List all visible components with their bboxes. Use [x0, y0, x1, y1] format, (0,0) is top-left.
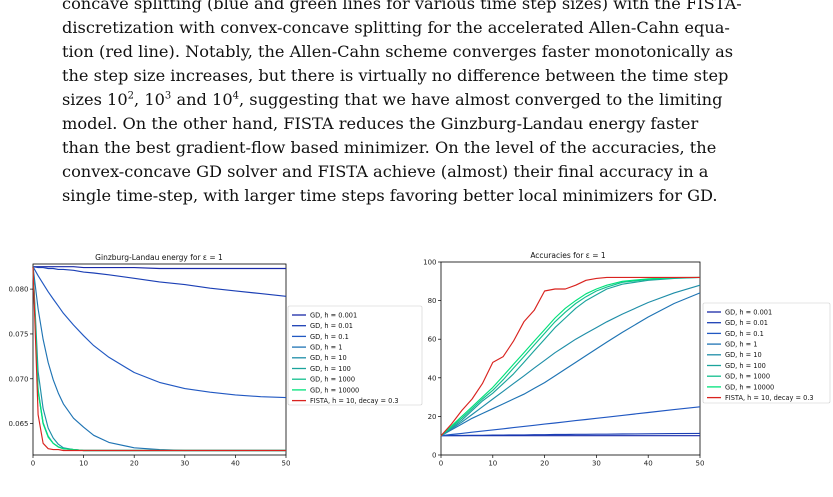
x-tick-label: 50	[282, 460, 291, 468]
y-tick-label: 0.065	[8, 420, 28, 428]
text-line: tion (red line). Notably, the Allen-Cahn…	[62, 42, 734, 61]
series-line	[32, 266, 286, 452]
text-span: , 10	[134, 90, 165, 109]
x-tick-label: 40	[231, 460, 240, 468]
text-line: sizes 102, 103 and 104, suggesting that …	[62, 88, 773, 112]
series-line	[440, 406, 701, 437]
paper-paragraph: concave splitting (blue and green lines …	[62, 0, 773, 208]
legend-label: GD, h = 100	[725, 362, 766, 370]
x-tick-label: 20	[130, 460, 139, 468]
legend-label: GD, h = 0.1	[310, 333, 349, 341]
text-line: single time-step, with larger time steps…	[62, 186, 718, 205]
legend-label: GD, h = 10	[725, 351, 762, 359]
series-line	[440, 276, 701, 437]
series-line	[32, 266, 287, 297]
series-group	[32, 266, 287, 452]
x-tick-label: 40	[644, 460, 653, 468]
y-tick-label: 0.070	[8, 375, 28, 383]
text-line: convex-concave GD solver and FISTA achie…	[62, 162, 709, 181]
legend-label: GD, h = 0.001	[725, 308, 772, 316]
legend-label: GD, h = 1	[725, 341, 757, 349]
series-line	[440, 276, 701, 437]
axis-ticks: 0 10 20 30 40 50 0.065 0.070 0.075 0.080	[8, 286, 290, 468]
accuracy-legend: GD, h = 0.001 GD, h = 0.01 GD, h = 0.1 GD, …	[702, 302, 831, 404]
x-tick-label: 0	[31, 460, 35, 468]
chart-title: Accuracies for ε = 1	[530, 251, 606, 260]
energy-chart: Ginzburg-Landau energy for ε = 1 0 10 20 30…	[8, 253, 290, 468]
series-line	[440, 432, 701, 437]
text-span: sizes 10	[62, 90, 128, 109]
plot-frame	[440, 261, 701, 456]
series-group	[440, 276, 701, 437]
series-line	[32, 266, 286, 452]
series-line	[33, 266, 286, 270]
y-tick-label: 60	[428, 336, 437, 344]
energy-legend: GD, h = 0.001 GD, h = 0.01 GD, h = 0.1 GD, …	[287, 305, 423, 406]
x-tick-label: 30	[592, 460, 601, 468]
accuracy-chart: Accuracies for ε = 1 0 10 20 30 40 50 0 20 40 60 8…	[423, 251, 704, 468]
x-tick-label: 30	[180, 460, 189, 468]
y-tick-label: 40	[428, 374, 437, 382]
text-line: than the best gradient-flow based minimi…	[62, 138, 717, 157]
series-line	[32, 266, 286, 452]
y-tick-label: 0	[432, 452, 436, 460]
y-tick-label: 100	[423, 259, 436, 267]
series-line	[440, 292, 701, 437]
exponent: 3	[164, 90, 172, 102]
exponent: 2	[127, 90, 135, 102]
x-tick-label: 50	[696, 460, 705, 468]
legend-label: GD, h = 0.001	[310, 311, 357, 319]
legend-label: FISTA, h = 10, decay = 0.3	[725, 394, 814, 402]
series-line	[32, 266, 286, 452]
legend-label: GD, h = 1000	[310, 376, 355, 384]
series-line	[32, 266, 287, 399]
legend-label: GD, h = 1	[310, 344, 342, 352]
series-line	[440, 276, 701, 437]
text-span: , suggesting that we have almost converg…	[239, 90, 723, 109]
y-tick-label: 20	[428, 413, 437, 421]
text-line: the step size increases, but there is vi…	[62, 66, 729, 85]
legend-label: GD, h = 10	[310, 354, 347, 362]
series-line	[440, 284, 701, 437]
text-span: and 10	[171, 90, 233, 109]
legend-label: GD, h = 0.01	[310, 322, 353, 330]
legend-label: GD, h = 0.01	[725, 319, 768, 327]
legend-label: GD, h = 10000	[725, 383, 774, 391]
legend-label: GD, h = 1000	[725, 373, 770, 381]
exponent: 4	[232, 90, 239, 102]
y-tick-label: 0.080	[8, 286, 28, 294]
legend-label: GD, h = 10000	[310, 386, 359, 394]
y-tick-label: 80	[428, 297, 437, 305]
legend-label: GD, h = 0.1	[725, 330, 764, 338]
legend-label: FISTA, h = 10, decay = 0.3	[310, 397, 399, 405]
x-tick-label: 20	[540, 460, 549, 468]
series-line	[440, 276, 700, 437]
series-line	[32, 266, 286, 452]
series-line	[32, 266, 286, 452]
chart-title: Ginzburg-Landau energy for ε = 1	[95, 253, 223, 262]
text-line: discretization with convex-concave split…	[62, 18, 730, 37]
legend-box	[287, 305, 423, 406]
x-tick-label: 10	[79, 460, 88, 468]
axis-ticks: 0 10 20 30 40 50 0 20 40 60 80 100	[423, 259, 704, 468]
legend-box	[702, 302, 831, 404]
y-tick-label: 0.075	[8, 330, 28, 338]
text-line: model. On the other hand, FISTA reduces …	[62, 114, 699, 133]
plot-frame	[32, 263, 287, 456]
x-tick-label: 10	[488, 460, 497, 468]
legend-label: GD, h = 100	[310, 365, 351, 373]
x-tick-label: 0	[439, 460, 443, 468]
text-line: concave splitting (blue and green lines …	[62, 0, 742, 13]
